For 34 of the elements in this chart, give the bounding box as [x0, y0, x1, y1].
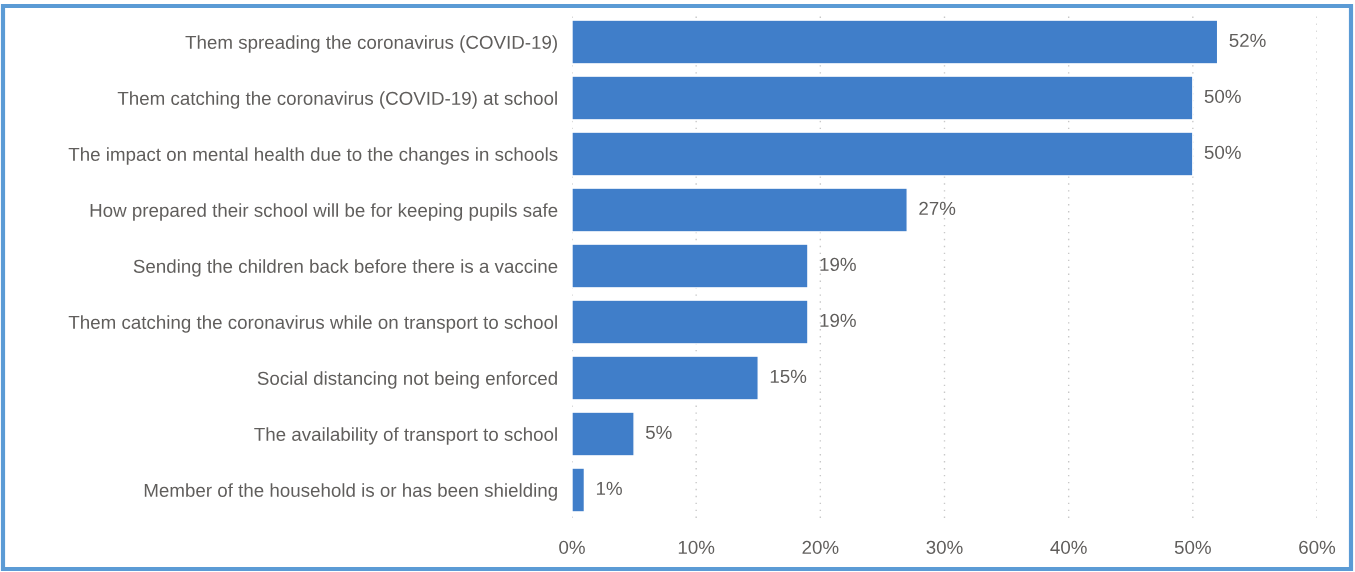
x-tick-label: 50%	[1174, 540, 1211, 554]
data-label: 50%	[1204, 145, 1241, 160]
y-tick-label: Them catching the coronavirus (COVID-19) at school	[117, 91, 557, 109]
y-tick-label: Them spreading the coronavirus (COVID-19)	[185, 35, 557, 53]
data-label: 52%	[1229, 33, 1266, 48]
bar	[572, 243, 809, 289]
bar	[572, 299, 809, 345]
data-label: 19%	[820, 313, 856, 328]
x-tick-label: 20%	[802, 540, 839, 554]
data-label: 5%	[645, 425, 672, 440]
bar	[572, 19, 1219, 65]
x-tick-label: 60%	[1299, 540, 1336, 554]
y-tick-label: Sending the children back before there is a vaccine	[133, 259, 558, 277]
x-tick-label: 0%	[559, 540, 585, 554]
x-tick-label: 30%	[926, 540, 963, 554]
bar	[572, 467, 586, 513]
y-tick-label: How prepared their school will be for keeping pupils safe	[90, 203, 558, 221]
bar	[572, 187, 908, 233]
data-label: 1%	[596, 481, 622, 495]
y-tick-label: Them catching the coronavirus while on transport to school	[68, 315, 557, 333]
y-tick-label: Social distancing not being enforced	[257, 371, 557, 389]
x-tick-label: 40%	[1050, 540, 1087, 554]
y-tick-label: The availability of transport to school	[254, 427, 557, 445]
data-label: 27%	[919, 201, 956, 215]
y-tick-label: The impact on mental health due to the changes in schools	[68, 147, 558, 165]
x-tick-label: 10%	[678, 540, 715, 554]
data-label: 50%	[1204, 89, 1241, 104]
bar	[572, 131, 1194, 177]
y-tick-label: Member of the household is or has been shielding	[144, 483, 557, 501]
data-label: 19%	[820, 257, 856, 272]
data-label: 15%	[770, 369, 807, 384]
bar	[572, 411, 635, 457]
bar	[572, 75, 1194, 121]
bar	[572, 355, 759, 401]
